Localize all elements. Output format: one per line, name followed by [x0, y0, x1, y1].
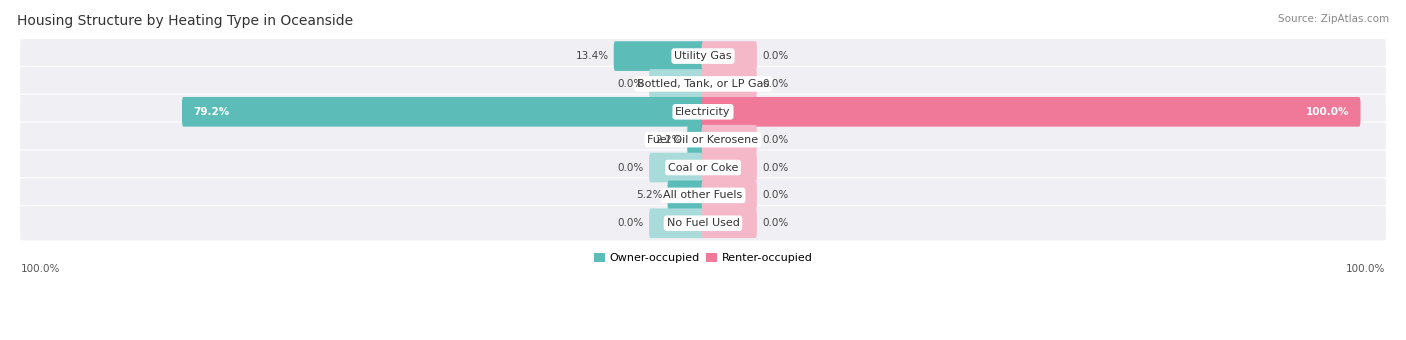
FancyBboxPatch shape: [702, 97, 1361, 126]
FancyBboxPatch shape: [668, 181, 704, 210]
FancyBboxPatch shape: [20, 38, 1386, 74]
Text: Source: ZipAtlas.com: Source: ZipAtlas.com: [1278, 14, 1389, 23]
FancyBboxPatch shape: [20, 206, 1386, 241]
FancyBboxPatch shape: [702, 153, 756, 182]
Text: No Fuel Used: No Fuel Used: [666, 218, 740, 228]
Text: 0.0%: 0.0%: [617, 79, 644, 89]
Text: 13.4%: 13.4%: [575, 51, 609, 61]
FancyBboxPatch shape: [702, 208, 756, 238]
FancyBboxPatch shape: [650, 153, 704, 182]
FancyBboxPatch shape: [702, 181, 756, 210]
Text: Bottled, Tank, or LP Gas: Bottled, Tank, or LP Gas: [637, 79, 769, 89]
Text: 0.0%: 0.0%: [617, 163, 644, 172]
Text: 100.0%: 100.0%: [1306, 107, 1350, 117]
Text: 0.0%: 0.0%: [617, 218, 644, 228]
FancyBboxPatch shape: [181, 97, 704, 126]
Text: 0.0%: 0.0%: [762, 190, 789, 200]
FancyBboxPatch shape: [613, 41, 704, 71]
FancyBboxPatch shape: [650, 208, 704, 238]
FancyBboxPatch shape: [20, 66, 1386, 102]
Text: All other Fuels: All other Fuels: [664, 190, 742, 200]
Text: Housing Structure by Heating Type in Oceanside: Housing Structure by Heating Type in Oce…: [17, 14, 353, 28]
FancyBboxPatch shape: [20, 122, 1386, 157]
Text: Electricity: Electricity: [675, 107, 731, 117]
Text: 0.0%: 0.0%: [762, 218, 789, 228]
FancyBboxPatch shape: [650, 69, 704, 99]
FancyBboxPatch shape: [702, 69, 756, 99]
FancyBboxPatch shape: [20, 178, 1386, 213]
Text: Coal or Coke: Coal or Coke: [668, 163, 738, 172]
Text: Utility Gas: Utility Gas: [675, 51, 731, 61]
Text: 5.2%: 5.2%: [636, 190, 662, 200]
Text: 0.0%: 0.0%: [762, 79, 789, 89]
Text: Fuel Oil or Kerosene: Fuel Oil or Kerosene: [647, 135, 759, 144]
Text: 100.0%: 100.0%: [21, 264, 60, 274]
Text: 100.0%: 100.0%: [1346, 264, 1385, 274]
Text: 0.0%: 0.0%: [762, 135, 789, 144]
FancyBboxPatch shape: [702, 125, 756, 154]
FancyBboxPatch shape: [702, 41, 756, 71]
Text: 79.2%: 79.2%: [193, 107, 229, 117]
FancyBboxPatch shape: [20, 150, 1386, 185]
Text: 2.2%: 2.2%: [655, 135, 682, 144]
Text: 0.0%: 0.0%: [762, 51, 789, 61]
Text: 0.0%: 0.0%: [762, 163, 789, 172]
FancyBboxPatch shape: [688, 125, 704, 154]
FancyBboxPatch shape: [20, 94, 1386, 130]
Legend: Owner-occupied, Renter-occupied: Owner-occupied, Renter-occupied: [593, 253, 813, 263]
